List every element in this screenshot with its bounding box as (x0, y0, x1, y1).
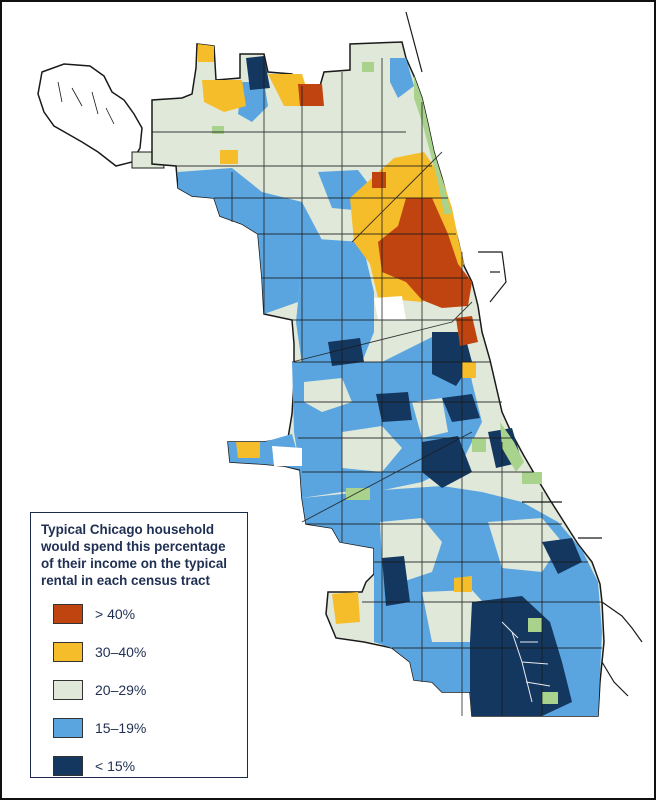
legend-swatch (53, 756, 83, 776)
legend-item: < 15% (41, 747, 237, 785)
legend-label: 30–40% (95, 644, 147, 660)
legend-swatch (53, 718, 83, 738)
legend-label: 15–19% (95, 720, 147, 736)
legend-title: Typical Chicago household would spend th… (41, 522, 228, 588)
legend-label: 20–29% (95, 682, 147, 698)
legend-items: > 40% 30–40% 20–29% 15–19% < 15% (41, 595, 237, 785)
city-tracts (151, 11, 643, 717)
legend-label: < 15% (95, 758, 136, 774)
ohare-area (37, 63, 143, 167)
legend-label: > 40% (95, 606, 136, 622)
legend-swatch (53, 642, 83, 662)
legend-item: > 40% (41, 595, 237, 633)
legend-item: 15–19% (41, 709, 237, 747)
legend-item: 20–29% (41, 671, 237, 709)
legend-swatch (53, 680, 83, 700)
legend-swatch (53, 604, 83, 624)
legend: Typical Chicago household would spend th… (30, 512, 248, 778)
legend-item: 30–40% (41, 633, 237, 671)
